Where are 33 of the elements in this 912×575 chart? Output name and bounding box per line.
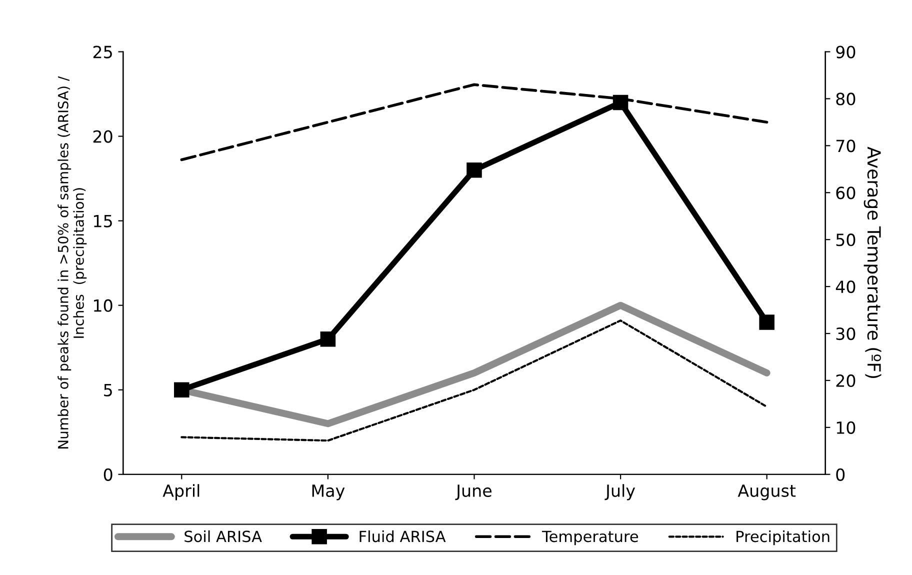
y2-tick-label: 90 — [836, 46, 856, 58]
y-tick-label: 25 — [93, 46, 112, 58]
line-series — [180, 83, 768, 162]
legend-label: Soil ARISA — [184, 530, 262, 542]
y-tick-label: 0 — [104, 468, 112, 481]
point — [174, 382, 190, 398]
point — [320, 331, 336, 347]
x-tick-label: June — [455, 484, 492, 500]
y2-tick-label: 10 — [836, 421, 856, 434]
legend-label: Fluid ARISA — [360, 530, 446, 542]
y2-tick-label: 50 — [836, 234, 856, 246]
point — [759, 314, 774, 330]
x-tick-label: April — [162, 484, 200, 500]
y-tick-label: 5 — [104, 384, 112, 396]
line-series — [180, 319, 768, 442]
point — [466, 162, 482, 178]
y2-tick-label: 20 — [836, 374, 856, 388]
x-tick-label: July — [604, 484, 636, 500]
y2-tick-label: 0 — [836, 468, 845, 481]
x-tick-label: August — [738, 484, 796, 500]
y-tick-label: 10 — [94, 299, 112, 312]
y2-axis-title: Average Temperature (ºF) — [864, 146, 882, 378]
y2-tick-label: 40 — [836, 280, 856, 294]
y2-tick-label: 70 — [836, 140, 856, 152]
y2-tick-label: 80 — [836, 92, 856, 106]
legend-label: Precipitation — [736, 530, 830, 546]
y2-tick-label: 60 — [836, 186, 856, 200]
y-tick-label: 20 — [93, 130, 112, 143]
x-tick-label: May — [312, 484, 345, 500]
y-tick-label: 15 — [94, 214, 112, 228]
legend-label: Temperature — [542, 530, 638, 546]
y-axis-title: Number of peaks found in >50% of samples (ARISA) / Inches (precipitation) — [58, 76, 87, 448]
y2-tick-label: 30 — [836, 327, 856, 340]
